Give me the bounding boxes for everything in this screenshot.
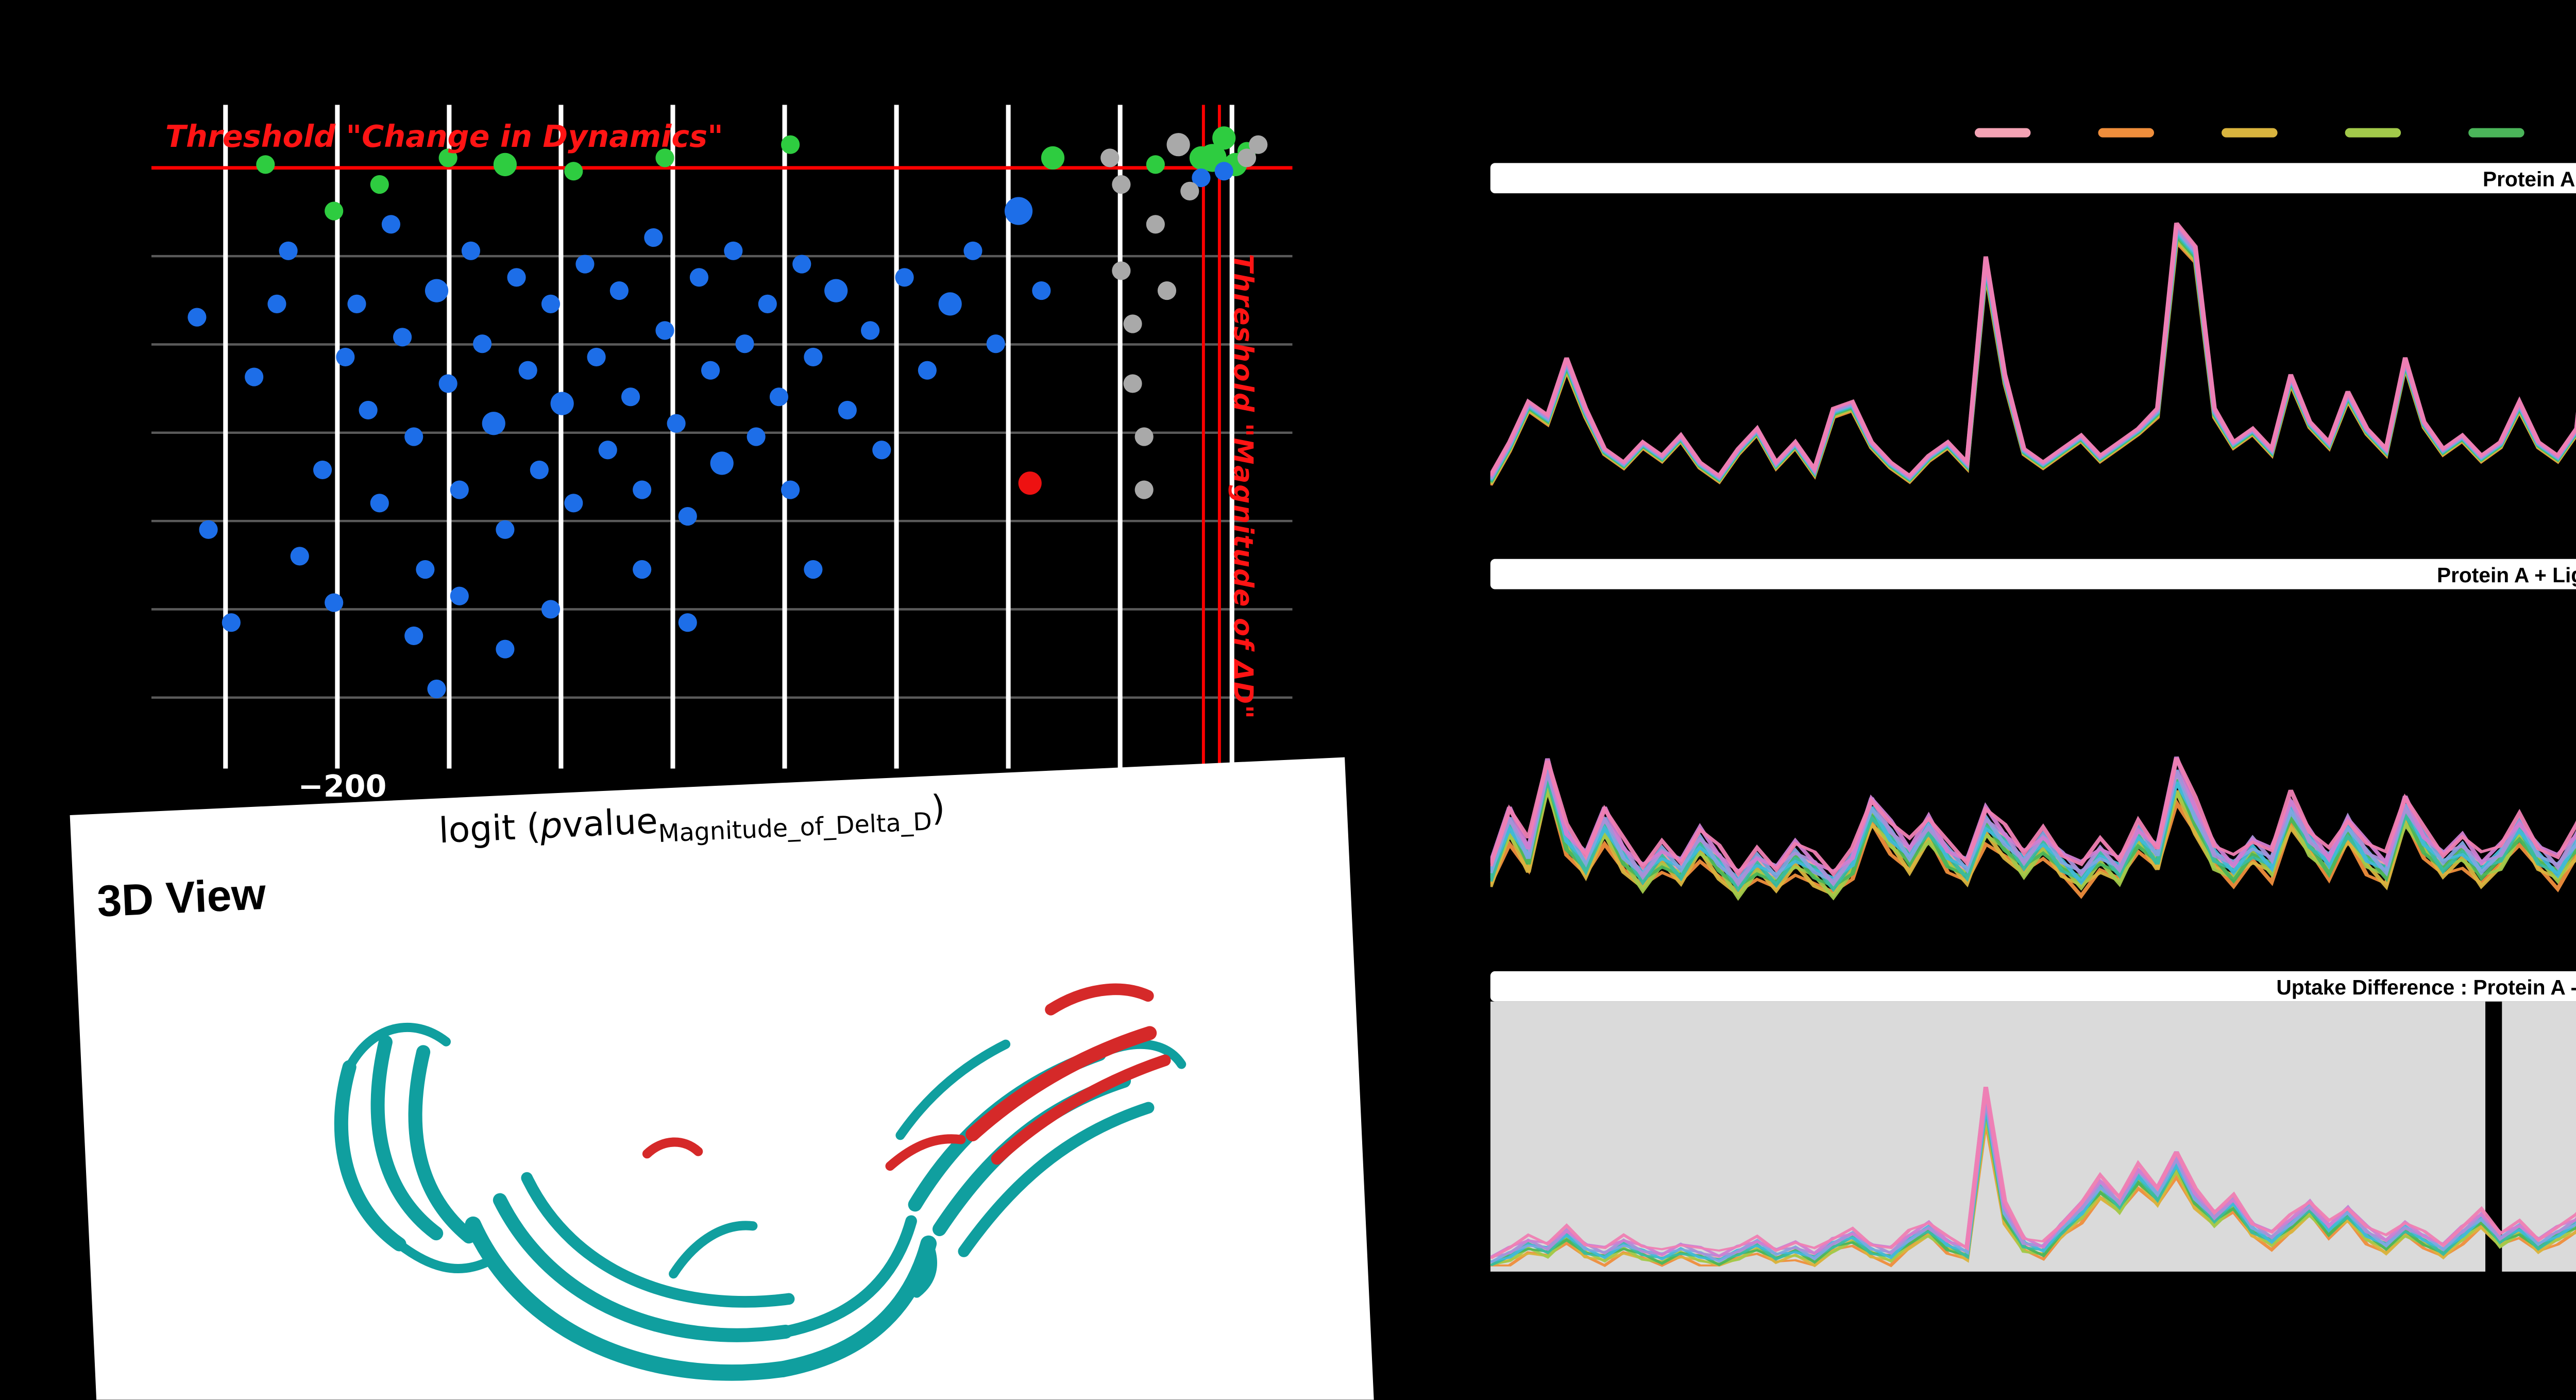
xaxis-label-p: p bbox=[539, 804, 564, 848]
3d-view-card: logit (pvalueMagnitude_of_Delta_D) 3D Vi… bbox=[70, 757, 1376, 1400]
uptake-chart-difference[interactable] bbox=[1490, 1001, 2576, 1272]
panel-title-text: Uptake Difference : Protein A - (Protein… bbox=[2276, 974, 2576, 998]
panel-title-protein-a-ligand: Protein A + Ligand bbox=[1490, 559, 2576, 589]
xaxis-label-value: value bbox=[561, 800, 659, 847]
legend-swatch-1[interactable] bbox=[1974, 128, 2031, 138]
uptake-chart-protein-a[interactable] bbox=[1490, 198, 2576, 547]
panel-title-text: Protein A bbox=[2483, 166, 2575, 190]
legend-swatch-3[interactable] bbox=[2222, 128, 2278, 138]
uptake-panels: Protein A Protein A + Ligand Uptake Diff… bbox=[1490, 116, 2576, 1293]
volcano-x-tick-label: −200 bbox=[298, 771, 387, 806]
xaxis-label-subscript: Magnitude_of_Delta_D bbox=[657, 808, 933, 849]
legend-swatch-4[interactable] bbox=[2345, 128, 2401, 138]
panel-title-uptake-difference: Uptake Difference : Protein A - (Protein… bbox=[1490, 971, 2576, 1002]
volcano-plot-panel: Threshold "Change in Dynamics" Threshold… bbox=[151, 105, 1293, 769]
volcano-scatter-plot[interactable] bbox=[151, 105, 1293, 769]
view3d-title: 3D View bbox=[96, 871, 267, 929]
panel-title-text: Protein A + Ligand bbox=[2436, 562, 2576, 586]
timepoint-legend bbox=[1974, 126, 2576, 140]
threshold-change-in-dynamics-label: Threshold "Change in Dynamics" bbox=[165, 121, 723, 156]
uptake-chart-protein-a-ligand[interactable] bbox=[1490, 594, 2576, 951]
legend-swatch-5[interactable] bbox=[2468, 128, 2524, 138]
volcano-xaxis-label: logit (pvalueMagnitude_of_Delta_D) bbox=[438, 787, 946, 859]
protein-3d-structure[interactable] bbox=[180, 891, 1296, 1399]
xaxis-label-prefix: logit ( bbox=[438, 805, 541, 852]
panel-title-protein-a: Protein A bbox=[1490, 163, 2576, 194]
legend-swatch-2[interactable] bbox=[2098, 128, 2154, 138]
threshold-magnitude-label: Threshold "Magnitude of ΔD" bbox=[1227, 254, 1260, 720]
xaxis-label-suffix: ) bbox=[930, 787, 946, 830]
